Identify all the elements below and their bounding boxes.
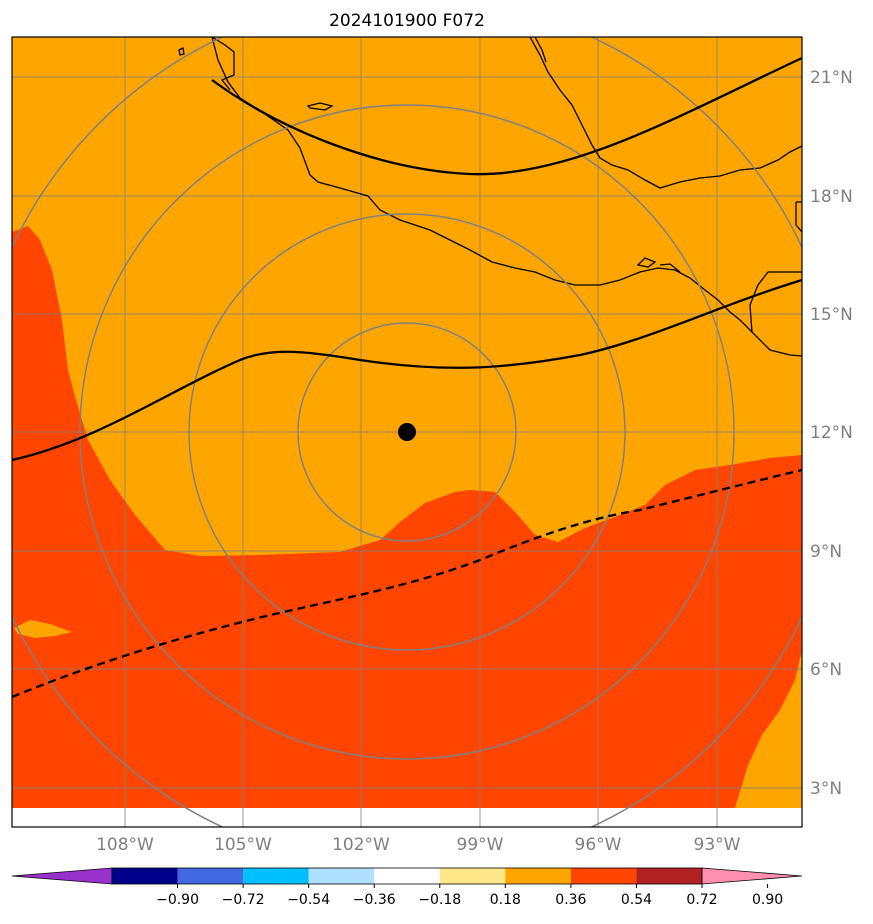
lon-label: 99°W <box>457 835 504 855</box>
colorbar-label: 0.54 <box>621 892 652 908</box>
colorbar-segment <box>243 868 309 884</box>
storm-center-marker <box>398 423 416 441</box>
contour-dashed-lower <box>12 468 802 699</box>
no-data-strip <box>12 808 802 827</box>
colorbar-extend-high <box>701 867 803 885</box>
longitude-labels: 108°W 105°W 102°W 99°W 96°W 93°W <box>96 835 741 855</box>
colorbar-label: 0.18 <box>490 892 521 908</box>
lon-label: 108°W <box>96 835 154 855</box>
lat-label: 6°N <box>810 660 842 680</box>
colorbar-label: 0.72 <box>686 892 717 908</box>
colorbar-extend-low <box>11 867 113 885</box>
lat-label: 21°N <box>810 68 853 88</box>
colorbar: −0.90 −0.72 −0.54 −0.36 −0.18 0.18 0.36 0.54 0.7… <box>11 867 803 908</box>
range-rings <box>12 37 802 827</box>
lon-label: 102°W <box>332 835 390 855</box>
contour-solid-middle <box>12 278 802 462</box>
colorbar-segment <box>636 868 702 884</box>
colorbar-label: −0.54 <box>287 892 330 908</box>
map-frame <box>11 36 803 828</box>
field-high-region <box>12 226 802 808</box>
colorbar-label: −0.36 <box>353 892 396 908</box>
lat-label: 15°N <box>810 305 853 325</box>
colorbar-segment <box>439 868 506 884</box>
colorbar-segment <box>177 868 244 884</box>
lon-gridlines <box>124 37 718 827</box>
colorbar-label: −0.18 <box>418 892 461 908</box>
colorbar-segment <box>112 868 178 884</box>
colorbar-segment <box>570 868 637 884</box>
latitude-labels: 21°N 18°N 15°N 12°N 9°N 6°N 3°N <box>810 68 853 799</box>
colorbar-label: −0.72 <box>222 892 265 908</box>
colorbar-segment <box>374 868 440 884</box>
colorbar-label: 0.36 <box>555 892 586 908</box>
field-orange-pocket <box>14 620 72 638</box>
lat-label: 3°N <box>810 779 842 799</box>
lat-label: 12°N <box>810 423 853 443</box>
map-area <box>12 37 802 827</box>
colorbar-label: −0.90 <box>156 892 199 908</box>
colorbar-segment <box>308 868 375 884</box>
colorbar-segment <box>505 868 571 884</box>
lat-label: 18°N <box>810 187 853 207</box>
coastlines <box>178 37 802 357</box>
colorbar-label: 0.90 <box>752 892 783 908</box>
contour-solid-upper <box>211 56 802 176</box>
lon-label: 96°W <box>575 835 622 855</box>
lat-label: 9°N <box>810 542 842 562</box>
map-title: 2024101900 F072 <box>329 11 485 31</box>
lon-label: 105°W <box>214 835 272 855</box>
lon-label: 93°W <box>694 835 741 855</box>
colorbar-frame <box>111 867 703 885</box>
